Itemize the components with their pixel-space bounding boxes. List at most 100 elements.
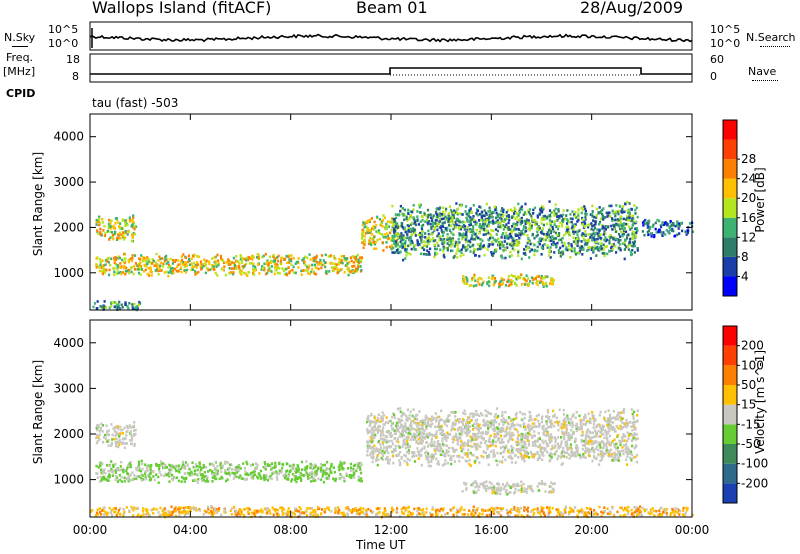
echo-cell: [470, 234, 474, 237]
echo-cell: [367, 220, 370, 224]
echo-cell: [441, 242, 444, 245]
echo-cell: [532, 278, 535, 282]
echo-cell: [107, 429, 110, 432]
echo-cell: [187, 471, 191, 475]
echo-cell: [299, 512, 302, 516]
echo-cell: [451, 242, 454, 246]
echo-cell: [587, 240, 590, 243]
echo-cell: [513, 212, 516, 215]
echo-cell: [511, 447, 514, 451]
echo-cell: [448, 446, 451, 450]
echo-cell: [635, 509, 638, 512]
echo-cell: [648, 219, 651, 223]
echo-cell: [183, 463, 186, 467]
echo-cell: [266, 511, 269, 514]
echo-cell: [492, 210, 495, 214]
echo-cell: [184, 467, 187, 470]
echo-cell: [169, 265, 172, 268]
echo-cell: [274, 510, 277, 513]
echo-cell: [268, 464, 271, 467]
echo-cell: [576, 514, 579, 517]
echo-cell: [484, 220, 487, 224]
echo-cell: [113, 430, 116, 433]
echo-cell: [446, 226, 449, 230]
echo-cell: [263, 461, 266, 464]
echo-cell: [671, 510, 675, 514]
echo-cell: [533, 243, 536, 246]
echo-cell: [201, 479, 204, 483]
echo-cell: [537, 509, 540, 512]
echo-cell: [436, 508, 439, 512]
echo-cell: [653, 509, 656, 513]
echo-cell: [439, 248, 442, 252]
echo-cell: [404, 244, 407, 247]
echo-cell: [191, 506, 194, 510]
echo-cell: [539, 239, 543, 243]
echo-cell: [120, 480, 123, 483]
echo-cell: [536, 507, 539, 510]
echo-cell: [360, 259, 363, 262]
echo-cell: [571, 425, 574, 429]
echo-cell: [113, 227, 116, 230]
echo-cell: [369, 509, 372, 513]
echo-cell: [494, 208, 497, 212]
echo-cell: [688, 222, 692, 225]
echo-cell: [442, 241, 445, 245]
echo-cell: [118, 256, 122, 260]
echo-cell: [109, 221, 112, 225]
echo-cell: [252, 264, 255, 268]
echo-cell: [96, 476, 99, 479]
echo-cell: [455, 202, 458, 205]
echo-cell: [318, 261, 321, 264]
echo-cell: [685, 233, 688, 236]
echo-cell: [397, 213, 400, 217]
echo-cell: [515, 212, 518, 215]
echo-cell: [592, 236, 595, 240]
echo-cell: [619, 238, 622, 242]
echo-cell: [420, 512, 423, 516]
echo-cell: [479, 247, 482, 251]
echo-cell: [330, 266, 333, 269]
echo-cell: [288, 470, 291, 473]
echo-cell: [458, 241, 461, 244]
echo-cell: [465, 212, 468, 216]
echo-cell: [573, 506, 577, 509]
echo-cell: [631, 453, 634, 457]
echo-cell: [581, 218, 584, 221]
echo-cell: [112, 469, 115, 472]
echo-cell: [229, 509, 232, 512]
echo-cell: [467, 212, 470, 215]
echo-cell: [199, 260, 203, 263]
echo-cell: [626, 209, 629, 212]
echo-cell: [499, 221, 502, 225]
echo-cell: [611, 506, 614, 510]
echo-cell: [480, 210, 483, 214]
echo-cell: [574, 437, 577, 441]
echo-cell: [512, 215, 515, 218]
echo-cell: [549, 227, 552, 230]
echo-cell: [461, 225, 464, 229]
echo-cell: [559, 214, 562, 217]
echo-cell: [416, 215, 419, 218]
echo-cell: [488, 243, 491, 246]
echo-cell: [440, 229, 443, 232]
echo-cell: [161, 464, 164, 467]
echo-cell: [421, 447, 424, 451]
echo-cell: [465, 460, 469, 463]
echo-cell: [159, 506, 162, 510]
echo-cell: [329, 467, 332, 471]
echo-cell: [597, 448, 600, 452]
echo-cell: [443, 237, 446, 241]
echo-cell: [645, 508, 648, 511]
echo-cell: [525, 508, 528, 511]
echo-cell: [482, 280, 485, 284]
echo-cell: [602, 216, 605, 220]
echo-cell: [540, 218, 543, 222]
echo-cell: [214, 260, 217, 263]
echo-cell: [320, 261, 323, 265]
echo-cell: [537, 419, 540, 423]
echo-cell: [525, 279, 528, 283]
echo-cell: [533, 277, 536, 280]
echo-cell: [452, 213, 455, 217]
echo-cell: [622, 232, 626, 236]
